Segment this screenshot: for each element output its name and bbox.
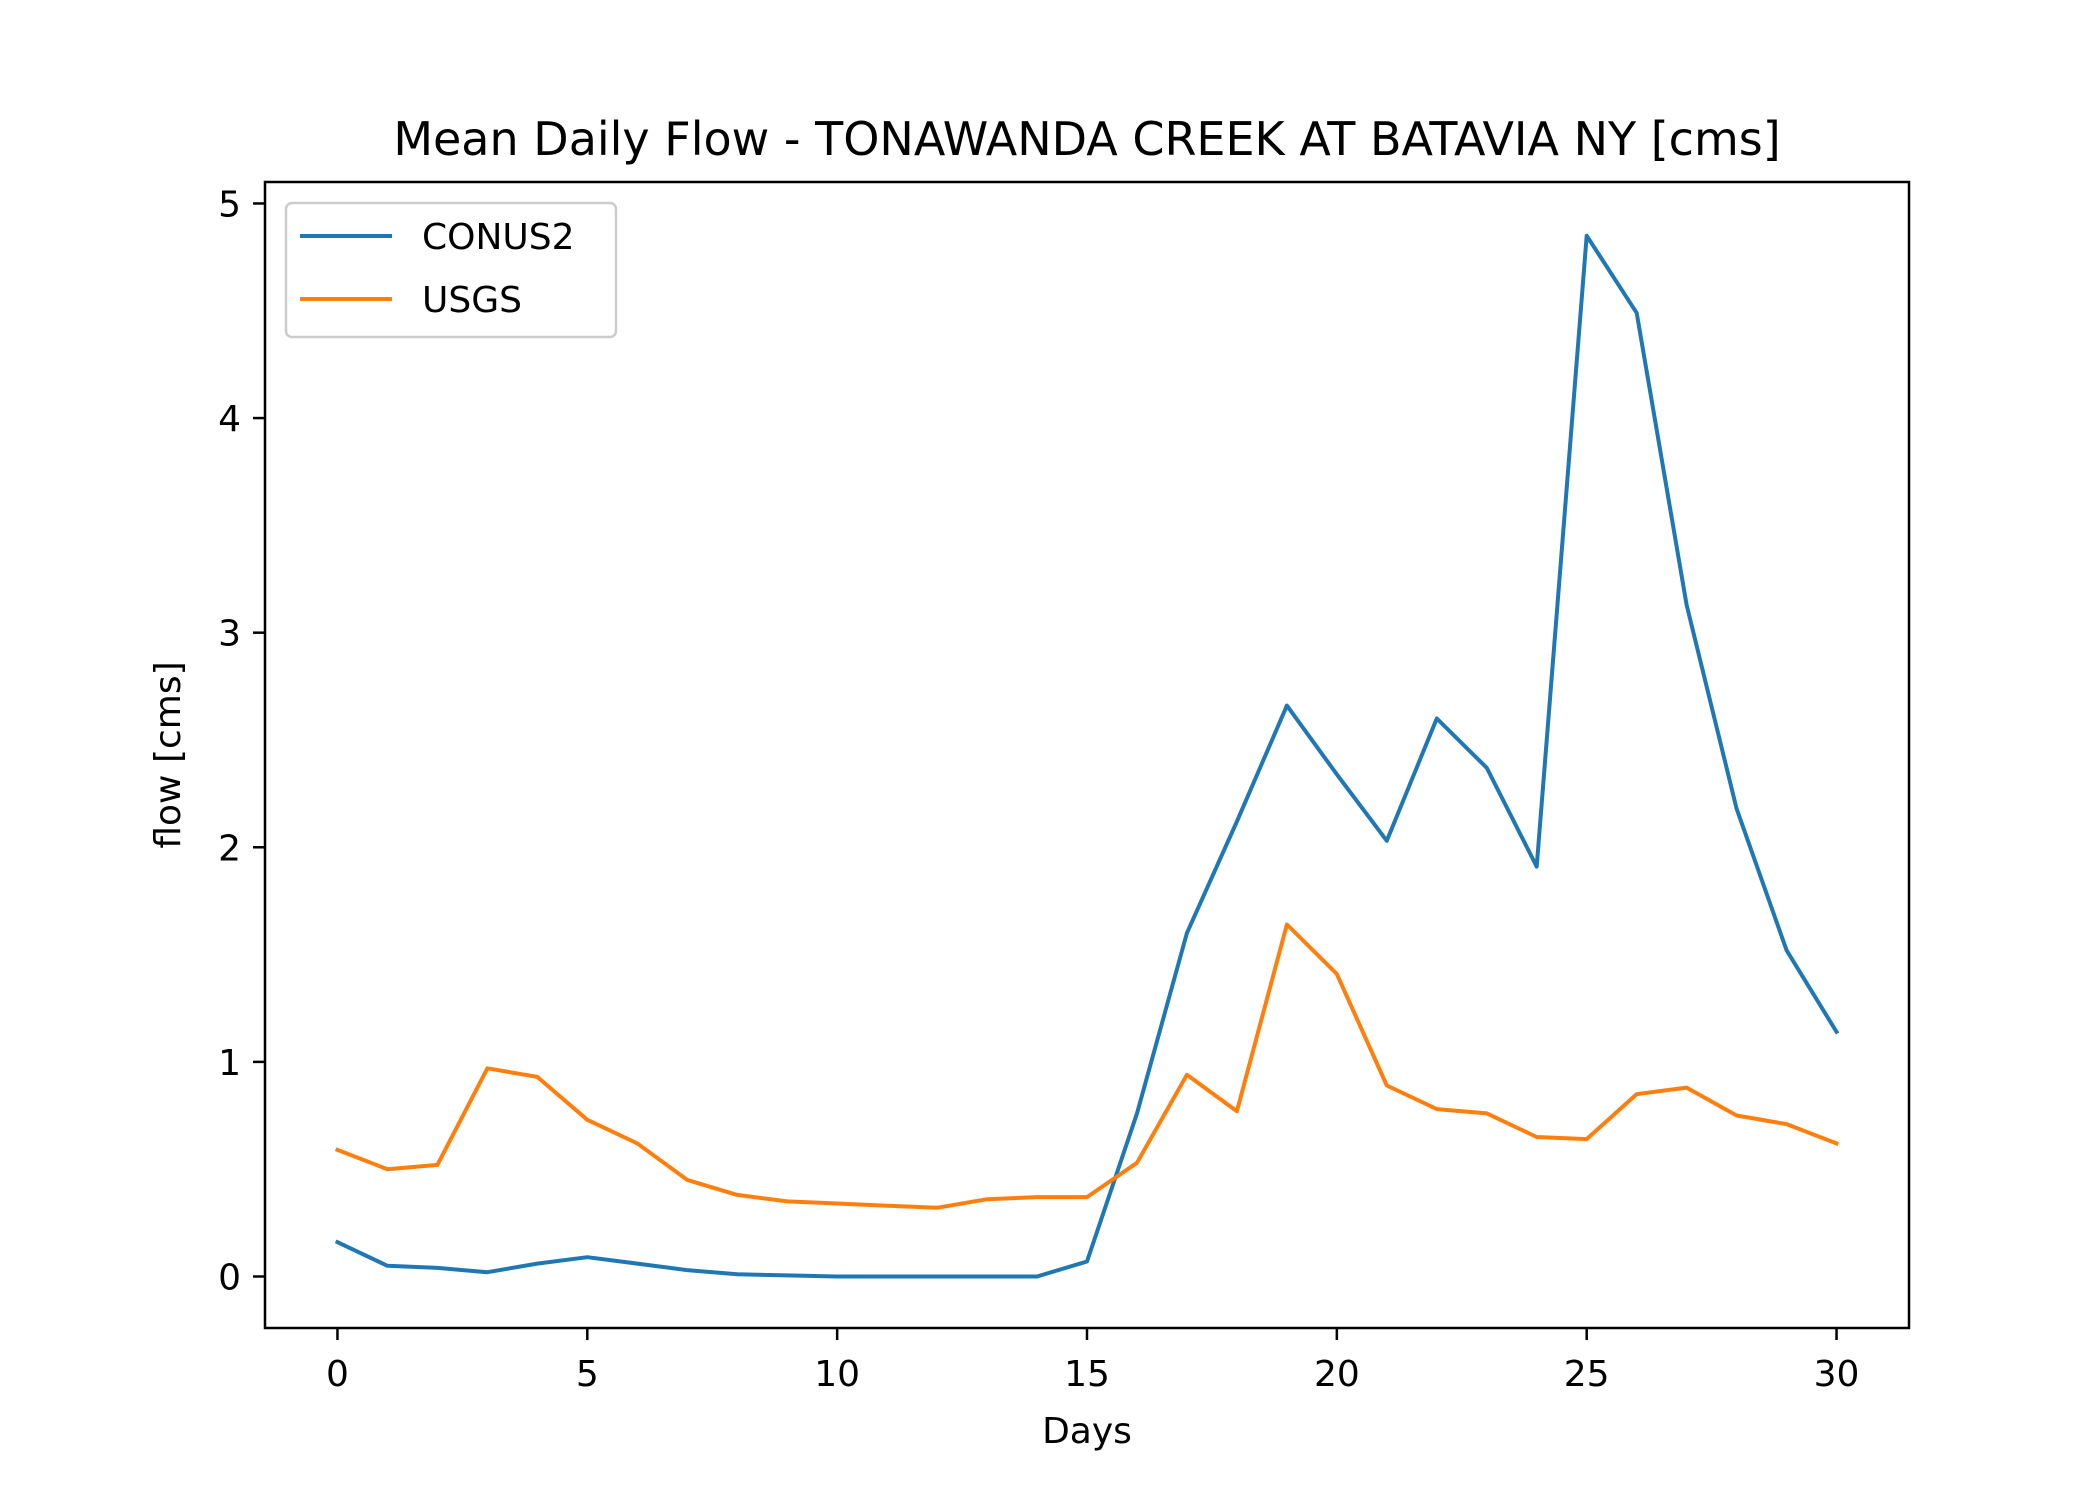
x-tick-label: 10 (814, 1354, 860, 1395)
legend-label-usgs: USGS (422, 280, 522, 321)
y-axis-ticks: 0 1 2 3 4 5 (218, 184, 265, 1298)
x-tick-label: 30 (1814, 1354, 1860, 1395)
series-line-usgs (334, 922, 1840, 1210)
y-tick-label: 5 (218, 184, 241, 225)
series-line-conus2 (334, 233, 1840, 1279)
series-lines (334, 233, 1840, 1279)
plot-frame (263, 180, 1911, 1330)
y-tick-label: 4 (218, 399, 241, 440)
y-axis-label: flow [cms] (148, 661, 189, 848)
x-tick-label: 15 (1064, 1354, 1110, 1395)
x-tick-label: 5 (576, 1354, 599, 1395)
x-tick-label: 25 (1564, 1354, 1610, 1395)
x-tick-label: 20 (1314, 1354, 1360, 1395)
y-tick-label: 3 (218, 614, 241, 655)
x-axis-label: Days (1042, 1411, 1132, 1452)
y-tick-label: 2 (218, 828, 241, 869)
legend-label-conus2: CONUS2 (422, 217, 575, 258)
legend: CONUS2 USGS (284, 201, 618, 339)
chart-title: Mean Daily Flow - TONAWANDA CREEK AT BAT… (393, 112, 1780, 166)
y-tick-label: 0 (218, 1257, 241, 1298)
x-axis-ticks: 0 5 10 15 20 25 30 (326, 1328, 1859, 1395)
x-tick-label: 0 (326, 1354, 349, 1395)
y-tick-label: 1 (218, 1043, 241, 1084)
